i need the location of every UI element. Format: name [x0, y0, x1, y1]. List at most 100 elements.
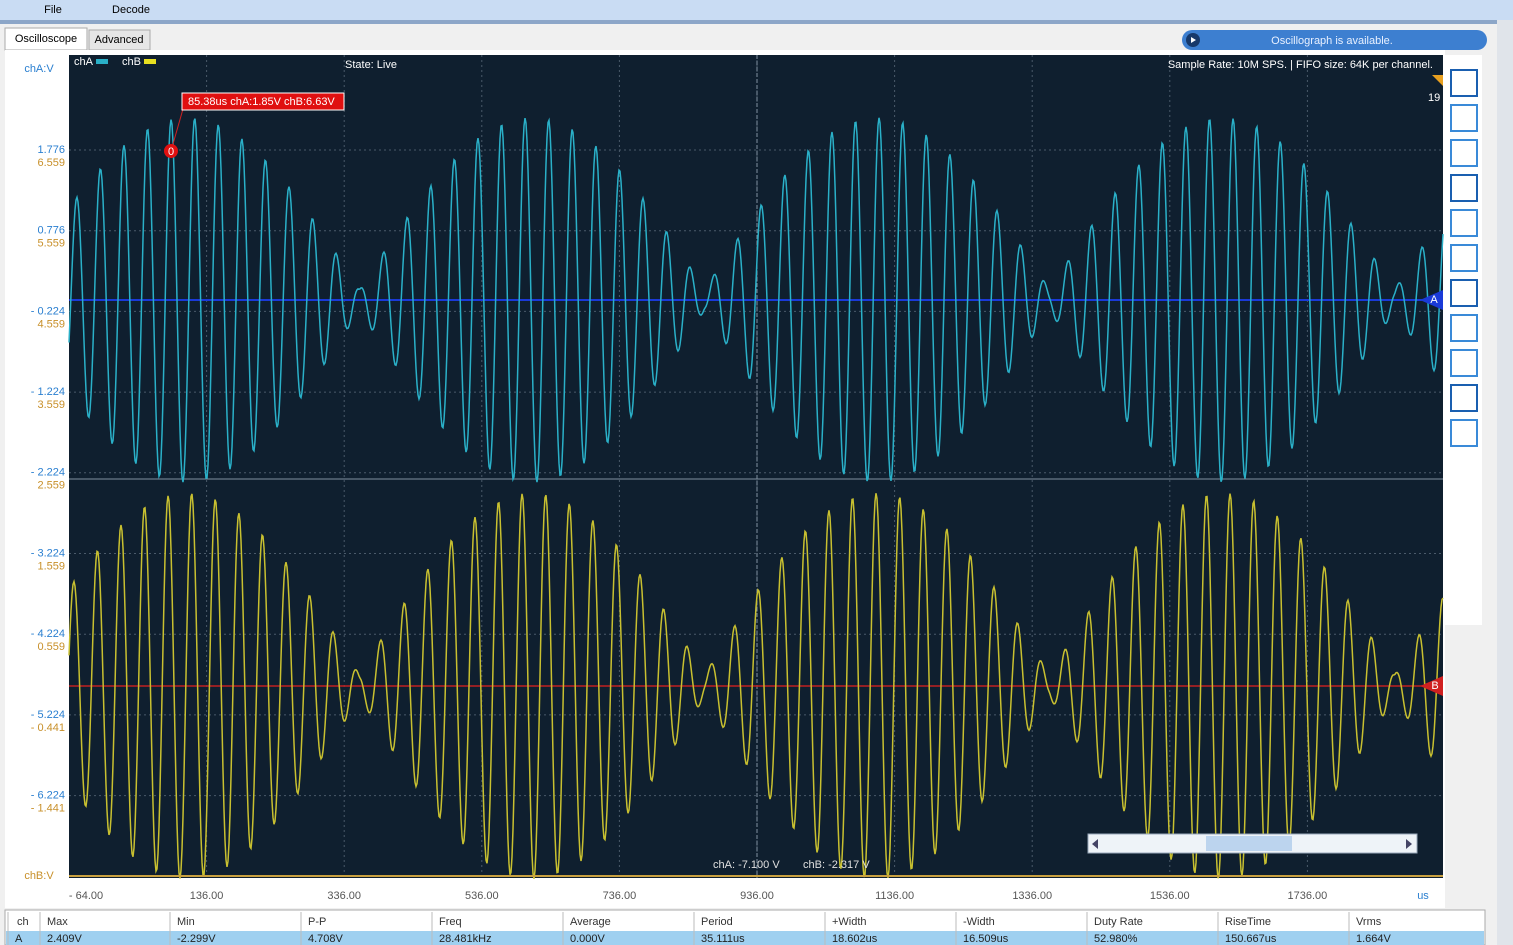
- marker-a-label: A: [1430, 294, 1438, 306]
- tab-label[interactable]: Advanced: [95, 34, 144, 46]
- cursor-box: [181, 92, 345, 111]
- scroll-left[interactable]: [1092, 839, 1098, 849]
- marker-a[interactable]: [1420, 290, 1443, 310]
- legend-swatch-b: [144, 59, 156, 64]
- table-cell: A: [15, 933, 23, 945]
- menu-bar: [0, 0, 1513, 20]
- edge-text: 19: [1428, 92, 1440, 104]
- tool-button[interactable]: [1450, 314, 1478, 342]
- table-cell: -2.299V: [177, 933, 216, 945]
- y-tick-label-b: 5.559: [37, 238, 65, 250]
- y-tick-label-a: 0.776: [37, 225, 65, 237]
- y-tick-label-a: - 1.224: [31, 386, 65, 398]
- legend-b: chB: [122, 56, 141, 68]
- table-header: Duty Rate: [1094, 916, 1143, 928]
- menu-item[interactable]: File: [44, 4, 62, 16]
- legend-a: chA: [74, 56, 94, 68]
- table-cell: 4.708V: [308, 933, 344, 945]
- x-tick-label: 1336.00: [1012, 890, 1052, 902]
- table-cell: 16.509us: [963, 933, 1009, 945]
- status-text: Oscillograph is available.: [1271, 35, 1393, 47]
- table-header: P-P: [308, 916, 326, 928]
- marker-b[interactable]: [1420, 676, 1443, 696]
- x-tick-label: 736.00: [603, 890, 637, 902]
- x-unit: us: [1417, 890, 1429, 902]
- scroll-right[interactable]: [1406, 839, 1412, 849]
- tool-button[interactable]: [1450, 384, 1478, 412]
- tool-button[interactable]: [1450, 174, 1478, 202]
- table-header: Min: [177, 916, 195, 928]
- y-label-a: chA:V: [24, 63, 54, 75]
- table-cell: 35.111us: [701, 933, 745, 945]
- y-tick-label-b: 1.559: [37, 560, 65, 572]
- cursor-leader: [170, 108, 184, 152]
- table-header: Vrms: [1356, 916, 1382, 928]
- x-tick-label: 136.00: [190, 890, 224, 902]
- status-icon-play: [1191, 37, 1196, 43]
- status-pill: [1182, 30, 1487, 50]
- waveform-a: [68, 117, 1444, 483]
- cursor-marker[interactable]: [164, 144, 178, 158]
- table-header: Period: [701, 916, 733, 928]
- tab-label[interactable]: Oscilloscope: [15, 33, 77, 45]
- y-label-b: chB:V: [24, 870, 54, 882]
- y-tick-label-b: 3.559: [37, 399, 65, 411]
- x-tick-label: 1136.00: [875, 890, 914, 902]
- y-tick-label-b: 4.559: [37, 318, 65, 330]
- y-tick-label-b: 6.559: [37, 157, 65, 169]
- right-edge: [1497, 20, 1513, 945]
- tool-button[interactable]: [1450, 69, 1478, 97]
- waveform-b: [68, 493, 1444, 879]
- tool-button[interactable]: [1450, 279, 1478, 307]
- x-tick-label: 536.00: [465, 890, 499, 902]
- menu-item[interactable]: Decode: [112, 4, 150, 16]
- y-tick-label-a: - 4.224: [31, 628, 65, 640]
- table-header: ch: [17, 916, 29, 928]
- x-tick-label: 936.00: [740, 890, 774, 902]
- tool-button[interactable]: [1450, 139, 1478, 167]
- y-tick-label-a: - 3.224: [31, 547, 65, 559]
- y-tick-label-b: - 0.441: [31, 722, 65, 734]
- trigger-mark: [1432, 75, 1443, 86]
- table-cell: 2.409V: [47, 933, 83, 945]
- tool-button[interactable]: [1450, 419, 1478, 447]
- menu-border: [0, 20, 1513, 24]
- table-cell: 150.667us: [1225, 933, 1277, 945]
- table-header: -Width: [963, 916, 995, 928]
- x-tick-label: 336.00: [327, 890, 361, 902]
- marker-b-label: B: [1431, 680, 1438, 692]
- tool-button[interactable]: [1450, 209, 1478, 237]
- table-cell: 52.980%: [1094, 933, 1138, 945]
- tool-button[interactable]: [1450, 349, 1478, 377]
- y-tick-label-b: - 1.441: [31, 803, 65, 815]
- table-header: Average: [570, 916, 611, 928]
- y-tick-label-b: 0.559: [37, 641, 65, 653]
- table-header: Max: [47, 916, 68, 928]
- table-header: Freq: [439, 916, 462, 928]
- table-cell: 1.664V: [1356, 933, 1392, 945]
- readout-a: chA: -7.100 V: [713, 859, 780, 871]
- cursor-marker-label: 0: [168, 146, 174, 158]
- readout-b: chB: -2.317 V: [803, 859, 870, 871]
- y-tick-label-a: - 2.224: [31, 467, 65, 479]
- x-tick-label: - 64.00: [69, 890, 103, 902]
- info: Sample Rate: 10M SPS. | FIFO size: 64K p…: [1168, 59, 1433, 71]
- tool-button[interactable]: [1450, 244, 1478, 272]
- table-cell: 18.602us: [832, 933, 878, 945]
- table-cell: 28.481kHz: [439, 933, 492, 945]
- table-header: RiseTime: [1225, 916, 1271, 928]
- x-tick-label: 1736.00: [1288, 890, 1328, 902]
- legend-swatch-a: [96, 59, 108, 64]
- y-tick-label-a: - 5.224: [31, 709, 65, 721]
- y-tick-label-a: - 0.224: [31, 305, 65, 317]
- table-cell: 0.000V: [570, 933, 606, 945]
- tool-button[interactable]: [1450, 104, 1478, 132]
- state: State: Live: [345, 59, 397, 71]
- cursor-label: 85.38us chA:1.85V chB:6.63V: [188, 96, 335, 108]
- y-tick-label-a: - 6.224: [31, 790, 65, 802]
- table-row-selected: [6, 931, 1484, 945]
- scroll-thumb[interactable]: [1206, 836, 1292, 851]
- y-tick-label-b: 2.559: [37, 480, 65, 492]
- y-tick-label-a: 1.776: [37, 144, 65, 156]
